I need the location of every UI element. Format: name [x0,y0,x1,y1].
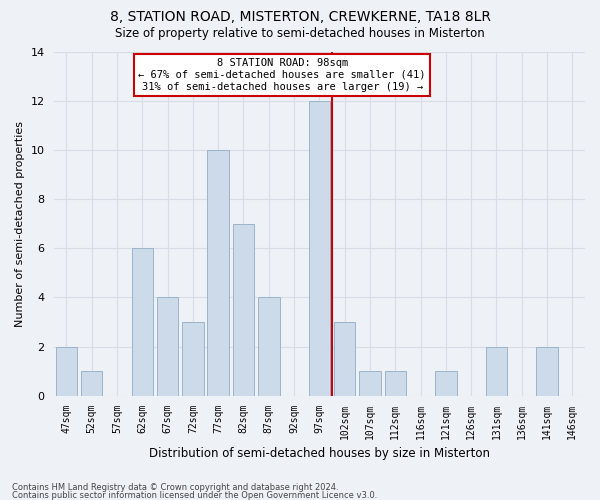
Bar [258,298,280,396]
Bar [131,248,153,396]
Text: 8, STATION ROAD, MISTERTON, CREWKERNE, TA18 8LR: 8, STATION ROAD, MISTERTON, CREWKERNE, T… [110,10,491,24]
X-axis label: Distribution of semi-detached houses by size in Misterton: Distribution of semi-detached houses by … [149,447,490,460]
Text: Size of property relative to semi-detached houses in Misterton: Size of property relative to semi-detach… [115,28,485,40]
Bar [157,298,178,396]
Bar [359,371,381,396]
Bar [56,346,77,396]
Bar [485,346,507,396]
Text: Contains HM Land Registry data © Crown copyright and database right 2024.: Contains HM Land Registry data © Crown c… [12,484,338,492]
Bar [334,322,355,396]
Bar [233,224,254,396]
Y-axis label: Number of semi-detached properties: Number of semi-detached properties [15,120,25,326]
Bar [182,322,203,396]
Bar [81,371,103,396]
Bar [385,371,406,396]
Bar [308,100,330,396]
Text: Contains public sector information licensed under the Open Government Licence v3: Contains public sector information licen… [12,491,377,500]
Text: 8 STATION ROAD: 98sqm
← 67% of semi-detached houses are smaller (41)
31% of semi: 8 STATION ROAD: 98sqm ← 67% of semi-deta… [139,58,426,92]
Bar [536,346,558,396]
Bar [208,150,229,396]
Bar [435,371,457,396]
